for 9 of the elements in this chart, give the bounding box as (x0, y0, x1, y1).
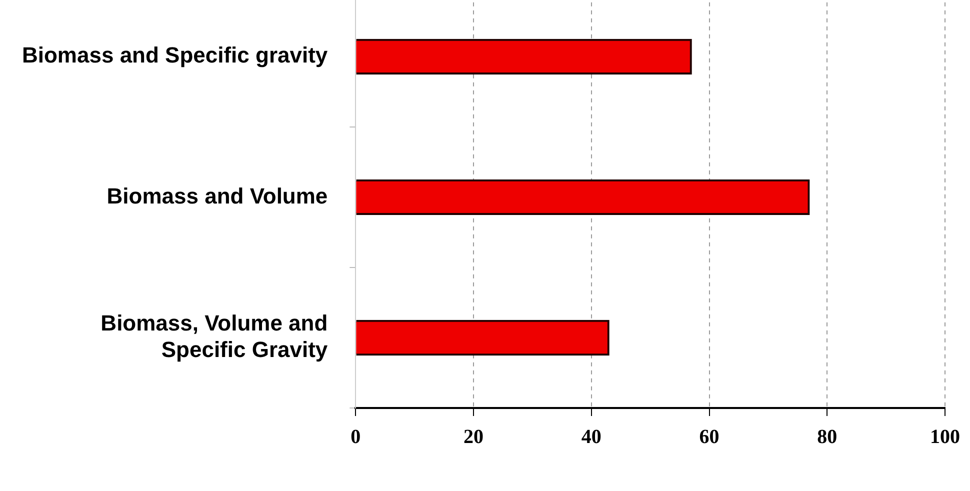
x-tick-label: 80 (817, 426, 838, 448)
x-tick-label: 100 (930, 426, 960, 448)
x-tick-label: 40 (581, 426, 602, 448)
y-tick-label: Biomass and Volume (106, 183, 328, 208)
y-tick-label: Biomass and Specific gravity (22, 42, 328, 68)
y-tick-label: Biomass, Volume and Specific Gravity (100, 310, 328, 362)
x-tick-label: 60 (699, 426, 720, 448)
x-tick-label: 0 (350, 426, 361, 448)
x-tick-label: 20 (464, 426, 484, 448)
